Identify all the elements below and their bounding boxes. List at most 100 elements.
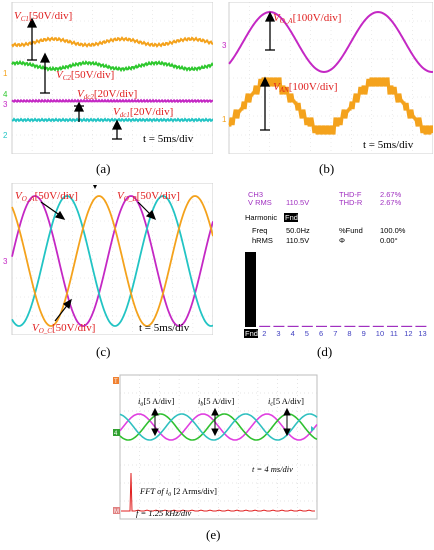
caption-d: (d)	[317, 344, 333, 359]
vdc1-label: Vdc1[20V/div]	[113, 106, 173, 119]
panel-d: CH3 V RMS 110.5V THD-F 2.67% THD-R 2.67%…	[238, 188, 432, 338]
time-scale-label: t = 5ms/div	[143, 133, 194, 145]
voa-trace	[11, 195, 213, 327]
screen-bg	[238, 188, 432, 338]
freq-value: 50.0Hz	[286, 226, 310, 235]
harmonic-tick-9: 9	[362, 329, 366, 338]
caption-b: (b)	[319, 161, 335, 176]
harmonic-selector-bg[interactable]	[284, 213, 298, 222]
voa-trace	[228, 10, 433, 74]
thdf-label: THD-F	[339, 190, 362, 199]
harmonic-tick-7: 7	[333, 329, 337, 338]
van-label: VAN[100V/div]	[273, 81, 338, 94]
harmonic-axis-labels: Fnd 2 3 4 5 6 7 8 9 10 11 12 13	[244, 329, 427, 338]
harmonic-bar-6	[316, 325, 327, 327]
vrms-value: 110.5V	[286, 198, 309, 207]
channel-marker-3: 3	[3, 100, 8, 109]
caption-c: (c)	[96, 344, 111, 359]
channel-marker-3: 3	[222, 41, 227, 50]
harmonic-selector[interactable]: Fnd	[285, 213, 298, 222]
ic-label: ic[5 A/div]	[268, 396, 304, 408]
voc-label: VO_C[50V/div]	[32, 322, 95, 335]
harmonic-bar-11	[387, 325, 398, 327]
freq-label: Freq	[252, 226, 267, 235]
van-trace	[228, 77, 433, 135]
harmonic-bar-4	[287, 325, 299, 327]
harmonic-tick-2: 2	[262, 329, 266, 338]
panel-b: 3 1 VO_A[100V/div] VAN[100V/div] t = 5ms…	[221, 2, 433, 154]
thdf-value: 2.67%	[380, 190, 402, 199]
harmonic-tick-6: 6	[319, 329, 323, 338]
harmonic-bar-7	[330, 325, 342, 327]
caption-a: (a)	[96, 161, 111, 176]
hrms-value: 110.5V	[286, 236, 309, 245]
harmonic-tick-11: 11	[390, 329, 398, 338]
fft-spectrum	[121, 472, 315, 512]
fund-label: %Fund	[339, 226, 363, 235]
voa-label: VO_A[50V/div]	[15, 190, 78, 203]
fnd-tick-bg	[244, 329, 258, 338]
channel-marker-2: 2	[3, 131, 8, 140]
time-scale-label: t = 5ms/div	[139, 322, 190, 334]
voc-trace	[11, 195, 213, 327]
harmonic-label: Harmonic	[245, 213, 277, 222]
harmonic-bar-2	[259, 325, 271, 327]
ia-label: ia[5 A/div]	[138, 396, 174, 408]
grid	[12, 2, 213, 154]
scale-arrows	[151, 407, 291, 437]
hrms-label: hRMS	[252, 236, 273, 245]
harmonic-tick-12: 12	[404, 329, 412, 338]
scale-arrows	[259, 11, 276, 131]
scale-arrows	[26, 17, 123, 140]
phi-value: 0.00°	[380, 236, 398, 245]
vc1-trace	[11, 36, 213, 48]
harmonic-tick-3: 3	[276, 329, 280, 338]
harmonic-bar-3	[273, 325, 285, 327]
channel-4-marker-text: 4	[114, 431, 118, 437]
panel-a: 1 4 3 2 VC1[50V/div] VC2[50V/div] Vdc2[2…	[1, 2, 213, 154]
trigger-marker	[93, 185, 97, 189]
panel-a-scope: 1 4 3 2 VC1[50V/div] VC2[50V/div] Vdc2[2…	[3, 2, 213, 154]
vdc1-trace	[11, 117, 213, 123]
harmonic-tick-10: 10	[376, 329, 384, 338]
harmonic-tick-4: 4	[291, 329, 295, 338]
harmonic-tick-8: 8	[347, 329, 351, 338]
panel-b-scope: 3 1 VO_A[100V/div] VAN[100V/div] t = 5ms…	[222, 2, 433, 154]
trigger-marker-text: T	[114, 379, 118, 385]
voa-label: VO_A[100V/div]	[273, 12, 341, 25]
trigger-marker	[113, 377, 119, 384]
harmonic-tick-13: 13	[418, 329, 426, 338]
harmonic-bar-9	[358, 325, 370, 327]
vdc2-label: Vdc2[20V/div]	[77, 88, 137, 101]
time-scale-label: t = 5ms/div	[363, 139, 414, 151]
time-scale-label: t = 4 ms/div	[252, 464, 293, 474]
harmonic-tick-5: 5	[305, 329, 309, 338]
channel-marker-4: 4	[3, 90, 8, 99]
harmonic-bar-13	[415, 325, 427, 327]
channel-4-marker	[113, 429, 120, 436]
channel-marker-1: 1	[3, 69, 8, 78]
freq-scale-label: f = 1.25 kHz/div	[136, 508, 192, 518]
math-marker-text: M	[114, 509, 119, 515]
vob-label: VO_B[50V/div]	[117, 190, 180, 203]
fund-value: 100.0%	[380, 226, 406, 235]
harmonic-bar-8	[344, 325, 356, 327]
harmonic-analyzer-screen: CH3 V RMS 110.5V THD-F 2.67% THD-R 2.67%…	[238, 188, 432, 338]
pointer-arrows	[40, 201, 157, 322]
phi-label: Φ	[339, 236, 345, 245]
harmonic-tick-Fnd: Fnd	[245, 329, 258, 338]
panel-c: 3 VO_A[50V/div] VO_B[50V/div] VO_C[50V/d…	[1, 183, 213, 335]
right-edge-marker	[311, 426, 315, 432]
harmonic-bar-Fnd	[245, 252, 256, 327]
fft-label: FFT of ia [2 Arms/div]	[139, 486, 217, 498]
harmonic-bars	[245, 252, 427, 327]
caption-e: (e)	[206, 527, 221, 542]
ib-label: ib[5 A/div]	[198, 396, 234, 408]
channel-label: CH3	[248, 190, 263, 199]
harmonic-bar-5	[301, 325, 313, 327]
readout-header: CH3 V RMS 110.5V THD-F 2.67% THD-R 2.67%	[248, 190, 402, 207]
panel-e-scope: T 4 M ia[5 A/div] ib[5 A/div] ic[5 A/div…	[111, 371, 321, 523]
vrms-label: V RMS	[248, 198, 272, 207]
panel-e: T 4 M ia[5 A/div] ib[5 A/div] ic[5 A/div…	[111, 371, 321, 523]
harmonic-bar-10	[372, 325, 384, 327]
